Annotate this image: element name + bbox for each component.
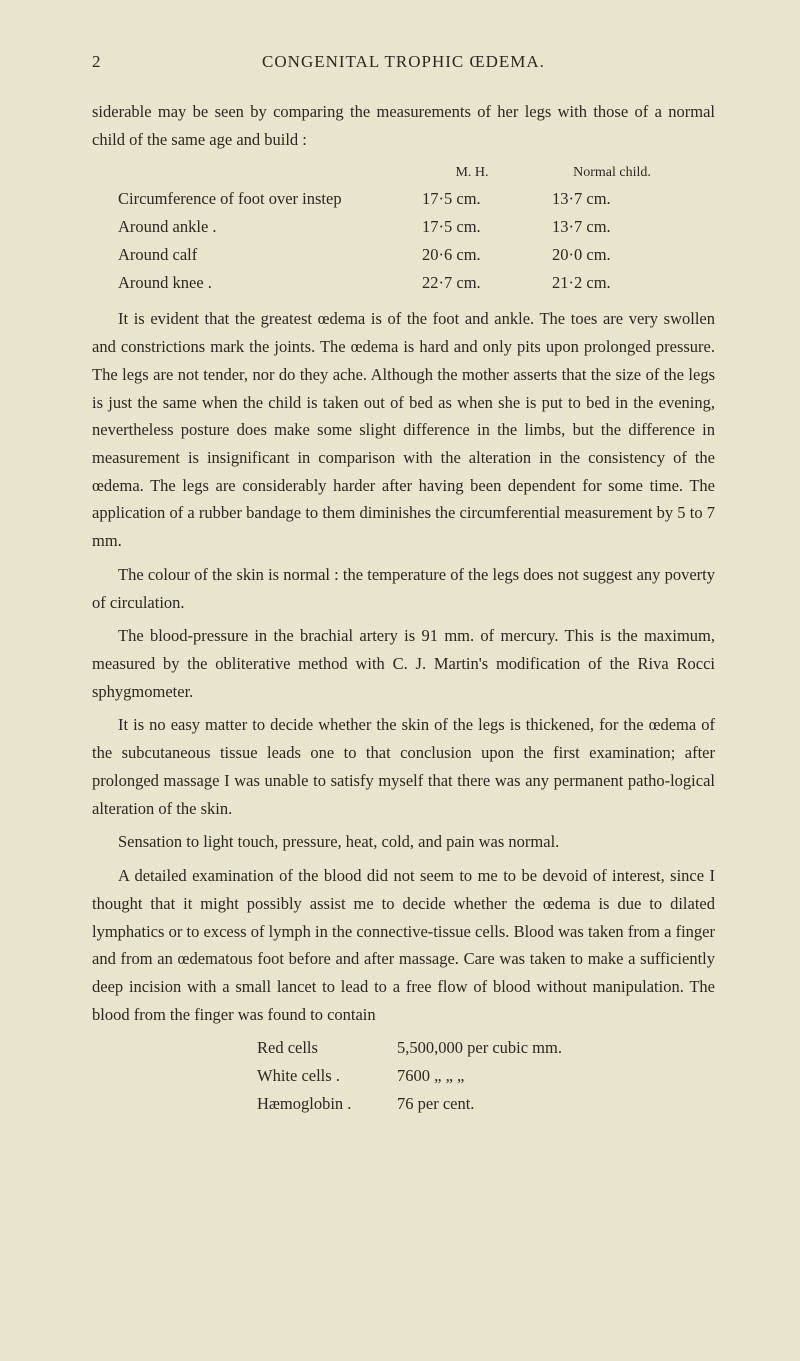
paragraph-skin: It is no easy matter to decide whether t…	[92, 711, 715, 822]
blood-label: Hæmoglobin .	[257, 1090, 397, 1118]
paragraph-sensation: Sensation to light touch, pressure, heat…	[92, 828, 715, 856]
paragraph-blood-pressure: The blood-pressure in the brachial arter…	[92, 622, 715, 705]
blood-value: 7600 „ „ „	[397, 1062, 697, 1090]
row-value-normal: 13·7 cm.	[552, 213, 692, 241]
table-row: Around knee . 22·7 cm. 21·2 cm.	[92, 269, 715, 297]
table-row: Around calf 20·6 cm. 20·0 cm.	[92, 241, 715, 269]
row-value-normal: 21·2 cm.	[552, 269, 692, 297]
table-header-mh: M. H.	[422, 161, 552, 185]
row-value-normal: 20·0 cm.	[552, 241, 692, 269]
table-row: Circumference of foot over instep 17·5 c…	[92, 185, 715, 213]
paragraph-intro: siderable may be seen by comparing the m…	[92, 98, 715, 153]
row-label: Circumference of foot over instep	[92, 185, 422, 213]
paragraph-evident: It is evident that the greatest œdema is…	[92, 305, 715, 554]
paragraph-blood-exam: A detailed examination of the blood did …	[92, 862, 715, 1028]
table-header-row: M. H. Normal child.	[92, 161, 715, 185]
blood-row: White cells . 7600 „ „ „	[257, 1062, 715, 1090]
row-value-normal: 13·7 cm.	[552, 185, 692, 213]
row-value-mh: 17·5 cm.	[422, 185, 552, 213]
row-label: Around ankle .	[92, 213, 422, 241]
row-label: Around knee .	[92, 269, 422, 297]
blood-row: Red cells 5,500,000 per cubic mm.	[257, 1034, 715, 1062]
blood-value: 5,500,000 per cubic mm.	[397, 1034, 697, 1062]
table-header-normal: Normal child.	[552, 161, 692, 185]
blood-label: White cells .	[257, 1062, 397, 1090]
page-header: CONGENITAL TROPHIC ŒDEMA.	[92, 52, 715, 72]
blood-row: Hæmoglobin . 76 per cent.	[257, 1090, 715, 1118]
measurements-table: M. H. Normal child. Circumference of foo…	[92, 161, 715, 297]
page-number: 2	[92, 52, 101, 72]
row-value-mh: 22·7 cm.	[422, 269, 552, 297]
row-value-mh: 17·5 cm.	[422, 213, 552, 241]
table-header-empty	[92, 161, 422, 185]
row-label: Around calf	[92, 241, 422, 269]
paragraph-colour: The colour of the skin is normal : the t…	[92, 561, 715, 616]
table-row: Around ankle . 17·5 cm. 13·7 cm.	[92, 213, 715, 241]
blood-table: Red cells 5,500,000 per cubic mm. White …	[257, 1034, 715, 1117]
blood-label: Red cells	[257, 1034, 397, 1062]
blood-value: 76 per cent.	[397, 1090, 697, 1118]
row-value-mh: 20·6 cm.	[422, 241, 552, 269]
